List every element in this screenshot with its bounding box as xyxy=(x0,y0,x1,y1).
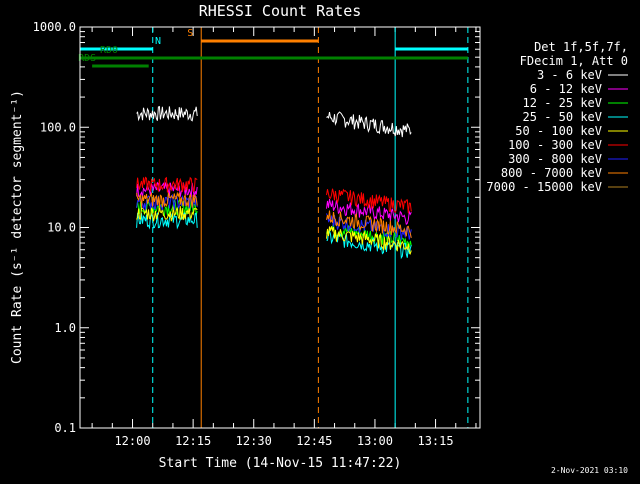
plot-frame xyxy=(79,26,481,429)
series-line xyxy=(136,198,198,217)
x-tick-label: 12:00 xyxy=(114,434,150,448)
legend-header-line-1: Det 1f,5f,7f, xyxy=(534,40,628,54)
y-axis-label: Count Rate (s⁻¹ detector segment⁻¹) xyxy=(10,90,25,364)
series-line xyxy=(326,229,412,260)
series-line xyxy=(326,213,412,241)
x-axis-label: Start Time (14-Nov-15 11:47:22) xyxy=(159,456,402,471)
series-line xyxy=(136,105,198,122)
y-tick-label: 1.0 xyxy=(54,321,76,335)
y-axis: 0.1 1.0 10.0 100.0 1000.0 xyxy=(33,20,480,435)
series-line xyxy=(136,206,198,222)
annotation-bars: N S RD0 RDS xyxy=(78,28,468,68)
series-line xyxy=(136,212,198,230)
y-tick-label: 100.0 xyxy=(40,120,76,134)
legend-entry-label: 7000 - 15000 keV xyxy=(486,180,602,194)
series-line xyxy=(326,210,412,239)
legend-entry-label: 800 - 7000 keV xyxy=(501,166,602,180)
series-line xyxy=(136,176,198,193)
y-tick-label: 10.0 xyxy=(47,221,76,235)
series-line xyxy=(326,111,412,138)
legend-entry-label: 300 - 800 keV xyxy=(508,152,602,166)
x-tick-label: 12:15 xyxy=(175,434,211,448)
series-line xyxy=(326,188,412,214)
legend: Det 1f,5f,7f, FDecim 1, Att 0 3 - 6 keV6… xyxy=(486,40,628,194)
series-line xyxy=(326,226,412,255)
legend-entry-label: 3 - 6 keV xyxy=(537,68,602,82)
y-tick-label: 1000.0 xyxy=(33,20,76,34)
x-axis: 12:00 12:15 12:30 12:45 13:00 13:15 xyxy=(91,27,477,448)
legend-entry-label: 50 - 100 keV xyxy=(515,124,602,138)
legend-entry-label: 12 - 25 keV xyxy=(523,96,602,110)
legend-entry-label: 6 - 12 keV xyxy=(530,82,602,96)
legend-entry-label: 100 - 300 keV xyxy=(508,138,602,152)
x-tick-label: 13:15 xyxy=(417,434,453,448)
series-lines xyxy=(136,105,412,260)
vertical-markers xyxy=(79,27,469,428)
x-tick-label: 12:30 xyxy=(236,434,272,448)
chart-title: RHESSI Count Rates xyxy=(199,2,362,20)
annotation-label: RDS xyxy=(78,53,96,64)
x-tick-label: 12:45 xyxy=(296,434,332,448)
legend-header-line-2: FDecim 1, Att 0 xyxy=(520,54,628,68)
annotation-label: S xyxy=(187,28,193,39)
annotation-label: RD0 xyxy=(100,45,118,56)
x-tick-label: 13:00 xyxy=(357,434,393,448)
footer-date: 2-Nov-2021 03:10 xyxy=(551,466,628,475)
series-line xyxy=(136,191,198,208)
y-tick-label: 0.1 xyxy=(54,421,76,435)
legend-entry-label: 25 - 50 keV xyxy=(523,110,602,124)
annotation-label: N xyxy=(155,36,161,47)
